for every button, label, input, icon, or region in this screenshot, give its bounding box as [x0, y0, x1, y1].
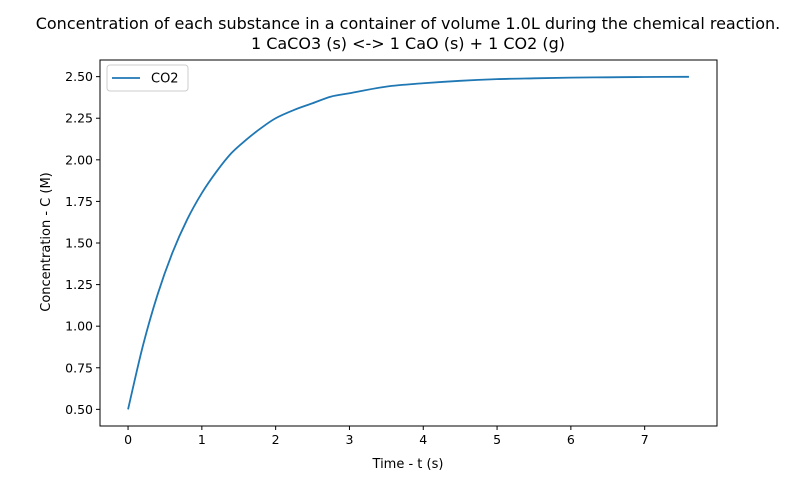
chart-title-line-1: Concentration of each substance in a con… — [36, 14, 781, 33]
x-tick-label: 4 — [419, 432, 427, 447]
plot-area: 0 1 2 3 4 5 6 7 0.50 0.75 1.00 1.25 1.50 1.75 2.00 2.2… — [65, 59, 718, 447]
y-tick-label: 2.25 — [65, 111, 93, 126]
x-tick-label: 6 — [567, 432, 575, 447]
legend-label: CO2 — [151, 72, 179, 87]
y-axis-ticks: 0.50 0.75 1.00 1.25 1.50 1.75 2.00 2.25 2.50 — [65, 69, 100, 417]
y-axis-label: Concentration - C (M) — [39, 172, 54, 312]
legend-box — [106, 64, 189, 92]
x-tick-label: 0 — [124, 432, 132, 447]
x-tick-label: 3 — [345, 432, 353, 447]
y-tick-label: 2.50 — [65, 69, 93, 84]
series-line-co2 — [127, 75, 689, 410]
y-tick-label: 1.50 — [65, 236, 93, 251]
x-axis-label: Time - t (s) — [372, 457, 444, 472]
x-tick-label: 5 — [493, 432, 501, 447]
x-tick-label: 7 — [641, 432, 649, 447]
y-tick-label: 1.75 — [65, 194, 93, 209]
series-layer — [127, 75, 689, 410]
y-tick-label: 2.00 — [65, 152, 93, 167]
chart-title-line-2: 1 CaCO3 (s) <-> 1 CaO (s) + 1 CO2 (g) — [251, 34, 565, 53]
x-axis-ticks: 0 1 2 3 4 5 6 7 — [124, 426, 649, 447]
y-tick-label: 0.50 — [65, 402, 93, 417]
y-tick-label: 0.75 — [65, 360, 93, 375]
y-tick-label: 1.00 — [65, 319, 93, 334]
legend: CO2 — [106, 64, 189, 92]
x-tick-label: 2 — [272, 432, 280, 447]
x-tick-label: 1 — [198, 432, 206, 447]
y-tick-label: 1.25 — [65, 277, 93, 292]
